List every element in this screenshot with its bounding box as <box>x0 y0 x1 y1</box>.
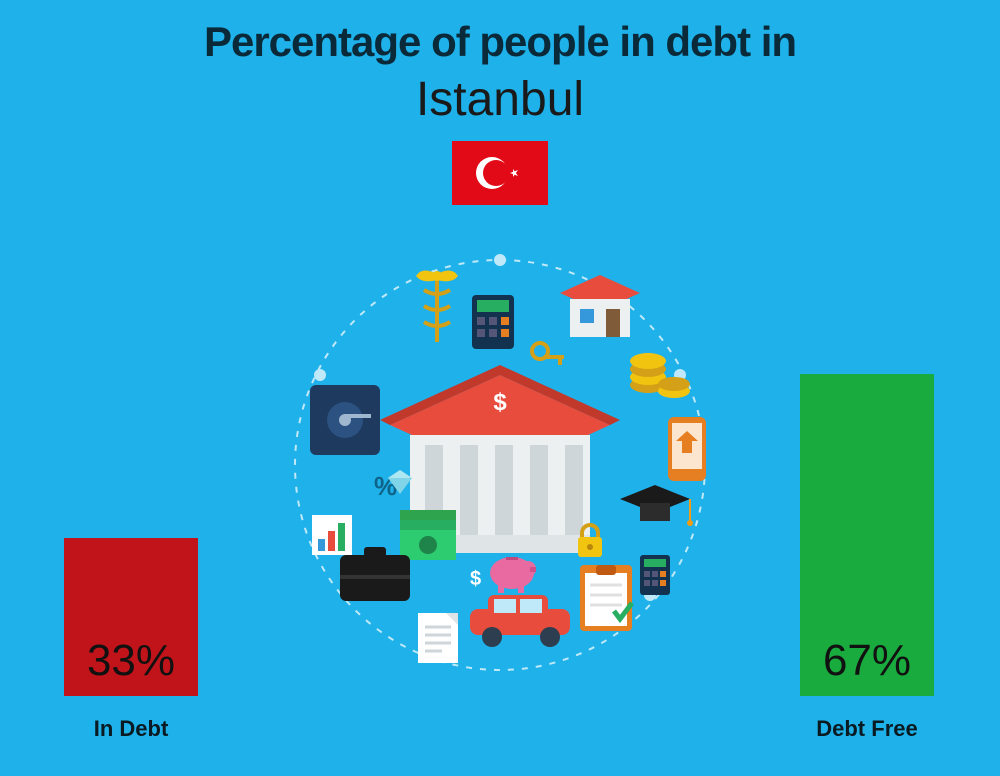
page-title: Percentage of people in debt in <box>0 0 1000 66</box>
bar-debt-free: 67% Debt Free <box>800 374 934 742</box>
bar-label: Debt Free <box>800 716 934 742</box>
flag-icon <box>452 141 548 205</box>
page-subtitle: Istanbul <box>0 72 1000 127</box>
bar-rect: 67% <box>800 374 934 696</box>
bar-in-debt: 33% In Debt <box>64 538 198 742</box>
bar-rect: 33% <box>64 538 198 696</box>
bar-value: 67% <box>823 636 911 696</box>
bar-chart: 33% In Debt 67% Debt Free <box>0 222 1000 742</box>
bar-label: In Debt <box>64 716 198 742</box>
bar-value: 33% <box>87 636 175 696</box>
turkey-flag <box>452 141 548 205</box>
